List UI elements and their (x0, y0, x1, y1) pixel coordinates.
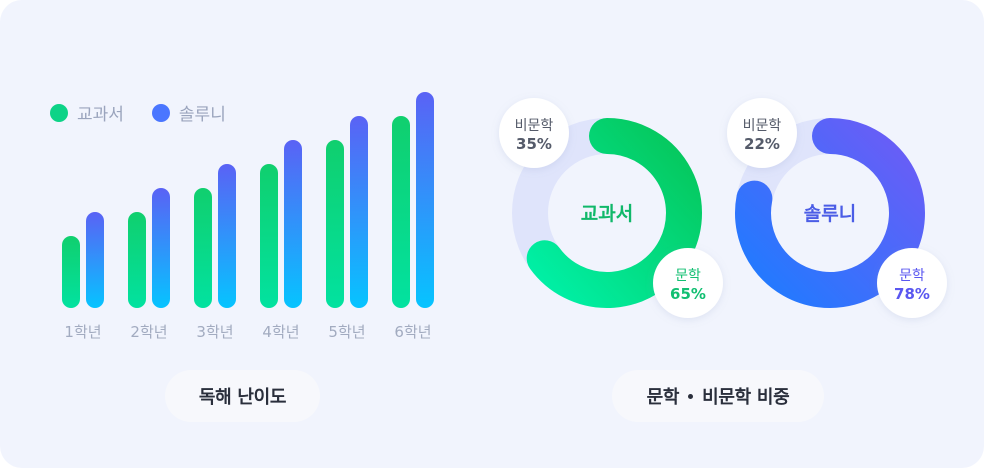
legend-label-solution: 솔루니 (178, 105, 226, 125)
legend-label-textbook: 교과서 (77, 105, 124, 125)
x-tick-label: 5학년 (328, 323, 365, 341)
bubble-percent-label: 78% (894, 285, 930, 303)
bar-solution-1 (86, 212, 104, 308)
bar-chart (62, 92, 434, 308)
bar-textbook-1 (62, 236, 80, 308)
x-tick-label: 2학년 (130, 323, 167, 341)
x-tick-label: 6학년 (394, 323, 431, 341)
blue-dot-icon (151, 103, 170, 122)
bar-solution-3 (218, 164, 236, 308)
bar-solution-5 (350, 116, 368, 308)
bar-textbook-3 (194, 188, 212, 308)
bubble-percent-label: 65% (670, 285, 706, 303)
bubble-category-label: 문학 (899, 268, 925, 284)
bubble-category-label: 비문학 (743, 118, 782, 134)
bar-textbook-6 (392, 116, 410, 308)
bubble-background (877, 248, 947, 318)
donut-arc-major (526, 118, 702, 308)
bar-solution-2 (152, 188, 170, 308)
bar-solution-6 (416, 92, 434, 308)
bubble-category-label: 문학 (675, 268, 701, 284)
literature-ratio-caption: 문학 비문학 비중 (612, 370, 824, 422)
bubble-background (727, 98, 797, 168)
bar-textbook-5 (326, 140, 344, 308)
bubble-category-label: 비문학 (515, 118, 554, 134)
bar-textbook-4 (260, 164, 278, 308)
donut-center-label: 교과서 (581, 203, 633, 225)
reading-difficulty-caption: 독해 난이도 (165, 370, 320, 422)
bubble-percent-label: 22% (744, 135, 780, 153)
non-literature-ratio-label: 비문학 비중 (702, 387, 790, 408)
bubble-background (499, 98, 569, 168)
bar-solution-4 (284, 140, 302, 308)
donut-center-label: 솔루니 (804, 203, 856, 225)
legend-item-textbook: 교과서 (50, 100, 124, 125)
x-tick-label: 4학년 (262, 323, 299, 341)
x-tick-label: 3학년 (196, 323, 233, 341)
bubble-background (653, 248, 723, 318)
chart-legend: 교과서 솔루니 (50, 100, 226, 125)
bullet-separator-icon (688, 393, 694, 399)
literature-label: 문학 (646, 387, 680, 408)
reading-difficulty-label: 독해 난이도 (198, 387, 287, 408)
legend-item-solution: 솔루니 (151, 100, 226, 125)
x-axis-ticks: 1학년 2학년 3학년 4학년 5학년 6학년 (64, 323, 431, 341)
bar-textbook-2 (128, 212, 146, 308)
bubble-percent-label: 35% (516, 135, 552, 153)
x-tick-label: 1학년 (64, 323, 101, 341)
green-dot-icon (50, 103, 68, 122)
